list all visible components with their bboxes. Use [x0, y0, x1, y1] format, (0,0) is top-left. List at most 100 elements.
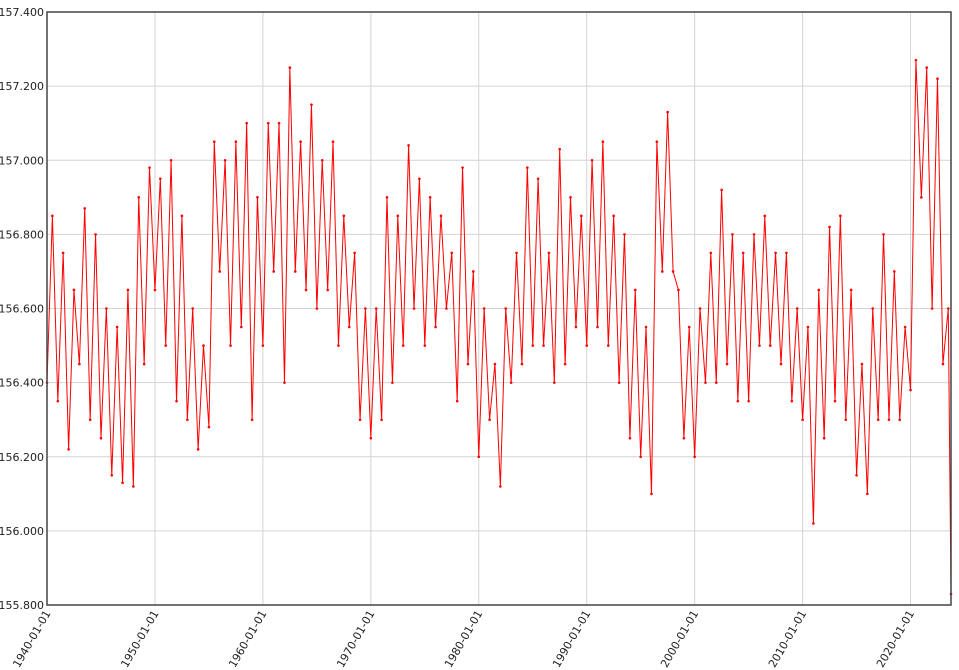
- data-point: [709, 251, 713, 255]
- data-point: [488, 418, 491, 421]
- data-point: [261, 344, 265, 347]
- data-point: [860, 362, 864, 366]
- data-point: [353, 251, 356, 255]
- data-point: [315, 307, 319, 310]
- data-point: [817, 288, 821, 292]
- data-point: [536, 177, 540, 181]
- data-point: [272, 270, 276, 273]
- data-point: [644, 325, 648, 329]
- data-point: [396, 214, 400, 218]
- data-point: [148, 166, 151, 169]
- data-point: [137, 196, 141, 199]
- data-point: [633, 288, 637, 292]
- data-point: [240, 325, 243, 329]
- data-point: [191, 307, 194, 310]
- data-point: [936, 77, 939, 81]
- data-point: [277, 121, 281, 125]
- x-tick-label: 1970-01-01: [334, 608, 377, 670]
- data-point: [736, 399, 740, 403]
- data-point: [946, 307, 950, 310]
- data-point: [385, 196, 389, 199]
- data-point: [304, 288, 308, 292]
- data-point: [871, 307, 875, 310]
- data-point: [650, 492, 653, 496]
- data-point: [925, 66, 929, 69]
- data-point: [612, 214, 615, 218]
- data-point: [790, 399, 794, 403]
- data-point: [515, 251, 518, 255]
- data-point: [844, 418, 848, 421]
- data-point: [142, 362, 146, 366]
- data-point: [288, 66, 292, 69]
- data-point: [450, 251, 454, 255]
- data-point: [941, 362, 945, 366]
- data-point: [423, 344, 427, 347]
- data-point: [898, 418, 902, 421]
- data-point: [434, 325, 437, 329]
- data-point: [785, 251, 788, 255]
- data-point: [72, 288, 76, 292]
- data-point: [806, 325, 810, 329]
- data-point: [186, 418, 189, 421]
- data-point: [720, 188, 723, 192]
- data-point: [704, 381, 707, 384]
- x-tick-label: 1980-01-01: [442, 608, 485, 670]
- data-point: [407, 144, 410, 147]
- data-point: [256, 196, 259, 199]
- data-point: [159, 177, 162, 181]
- data-point: [126, 288, 130, 292]
- data-point: [369, 436, 373, 440]
- data-point: [207, 425, 211, 429]
- data-point: [849, 288, 853, 292]
- data-point: [99, 436, 103, 440]
- data-point: [180, 214, 184, 218]
- data-point: [347, 325, 351, 329]
- data-point: [812, 522, 815, 525]
- data-point: [828, 225, 831, 229]
- data-point: [293, 270, 297, 273]
- data-point: [439, 214, 443, 218]
- data-point: [542, 344, 545, 347]
- data-point: [455, 399, 459, 403]
- y-tick-label: 157.200: [0, 80, 44, 93]
- data-point: [418, 177, 421, 181]
- data-point: [698, 307, 702, 310]
- data-point: [526, 166, 529, 169]
- data-point: [78, 362, 81, 366]
- data-point: [115, 325, 119, 329]
- data-point: [461, 166, 464, 169]
- data-point: [531, 344, 535, 347]
- data-point: [590, 158, 594, 162]
- data-point: [499, 485, 502, 488]
- data-point: [930, 307, 934, 310]
- data-point: [677, 288, 680, 292]
- data-point: [88, 418, 92, 421]
- data-point: [601, 140, 605, 144]
- data-point: [758, 344, 761, 347]
- data-point: [623, 233, 626, 236]
- data-point: [655, 140, 659, 144]
- y-tick-label: 157.000: [0, 154, 44, 167]
- data-point: [391, 381, 394, 384]
- data-point: [472, 270, 475, 273]
- data-point: [493, 362, 497, 366]
- data-point: [795, 307, 799, 310]
- data-point: [212, 140, 216, 144]
- data-point: [714, 381, 718, 384]
- data-point: [110, 473, 114, 477]
- data-point: [310, 103, 313, 106]
- data-point: [752, 233, 756, 236]
- data-point: [175, 399, 178, 403]
- data-point: [596, 325, 599, 329]
- data-point: [553, 381, 556, 384]
- data-point: [693, 455, 696, 459]
- data-point: [520, 362, 524, 366]
- data-point: [342, 214, 346, 218]
- data-line: [46, 60, 952, 594]
- data-point: [245, 121, 248, 125]
- data-point: [660, 270, 664, 273]
- y-tick-label: 155.800: [0, 599, 44, 612]
- grid: [46, 11, 951, 606]
- data-point: [774, 251, 777, 255]
